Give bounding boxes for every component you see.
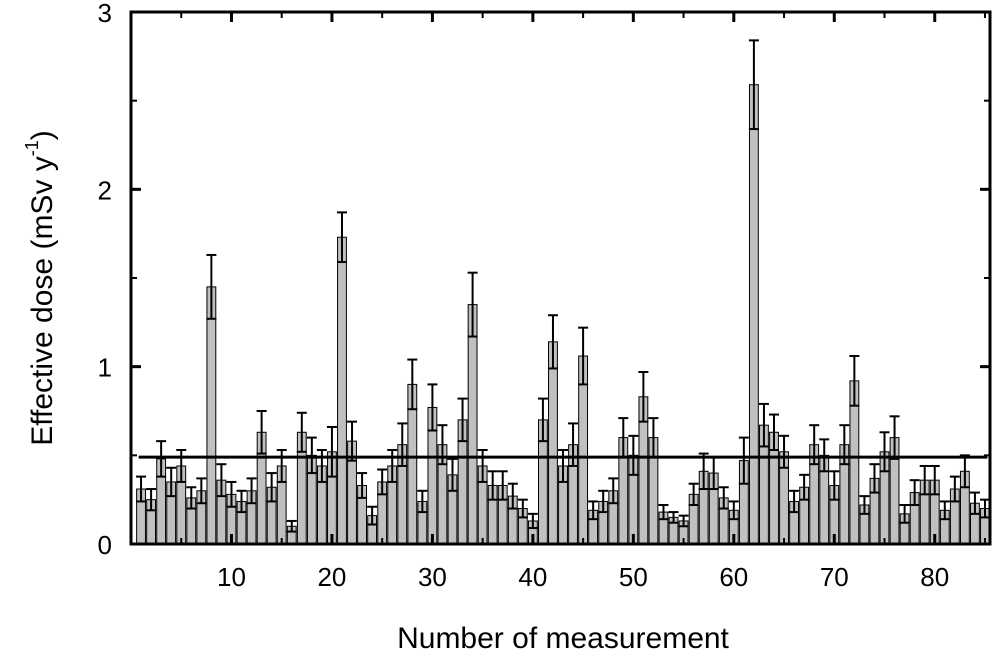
bar: [548, 341, 558, 545]
y-axis-title: Effective dose (mSv y-1): [22, 130, 59, 446]
x-tick-label: 20: [317, 562, 346, 592]
x-tick-label: 40: [518, 562, 547, 592]
y-axis-title-close: ): [26, 130, 59, 140]
y-tick-label: 0: [98, 530, 112, 560]
tick-labels-layer: 10 20 30 40 50 60 70 80 0 1 2 3: [98, 0, 950, 592]
bar: [337, 236, 347, 545]
y-tick-label: 2: [98, 175, 112, 205]
x-tick-label: 70: [820, 562, 849, 592]
bars-layer: [136, 39, 990, 545]
bar: [467, 304, 478, 545]
x-tick-label: 60: [719, 562, 748, 592]
axes-layer: [129, 10, 992, 546]
x-tick-label: 30: [418, 562, 447, 592]
y-tick-label: 1: [98, 353, 112, 383]
bar: [206, 286, 217, 545]
x-tick-label: 80: [920, 562, 949, 592]
y-axis-title-superscript: -1: [22, 140, 42, 156]
x-tick-label: 50: [619, 562, 648, 592]
y-axis-title-main: Effective dose (mSv y: [26, 156, 59, 446]
x-axis-title: Number of measurement: [397, 622, 729, 655]
bar: [748, 84, 759, 545]
x-tick-label: 10: [217, 562, 246, 592]
y-tick-label: 3: [98, 0, 112, 28]
